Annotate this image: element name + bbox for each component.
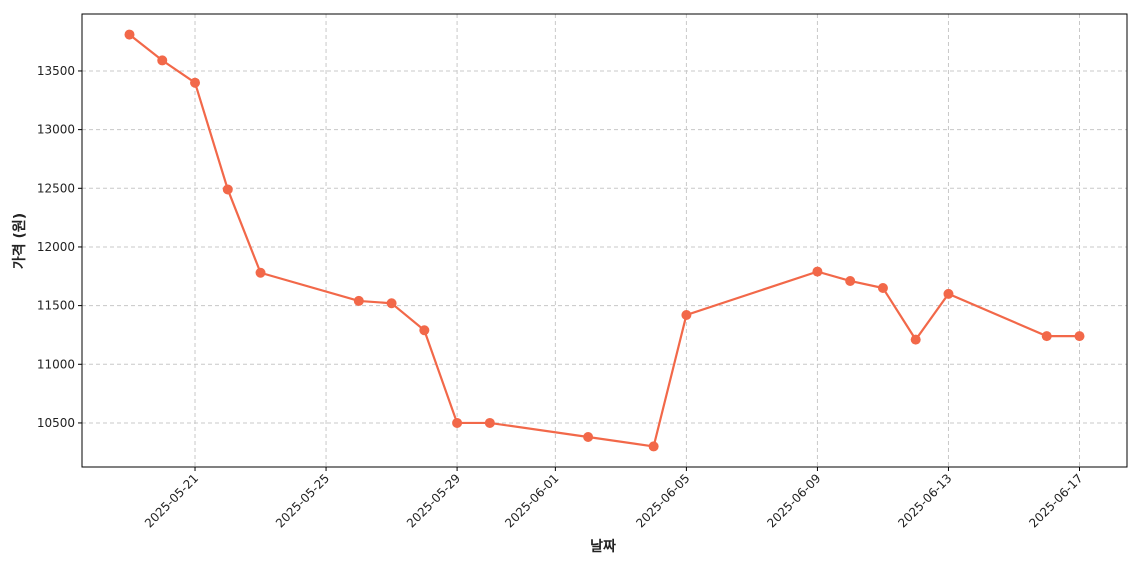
data-point (386, 298, 397, 309)
data-line (128, 33, 1080, 448)
data-point (157, 55, 168, 66)
x-tick-label: 2025-06-17 (1026, 471, 1085, 530)
x-tick-label: 2025-06-05 (633, 471, 692, 530)
data-point (452, 417, 463, 428)
data-point (124, 29, 135, 40)
data-point (222, 184, 233, 195)
data-point (877, 283, 888, 294)
data-point (484, 417, 495, 428)
data-point (190, 77, 201, 88)
data-point (583, 432, 594, 443)
plot-frame (81, 13, 1128, 468)
data-point (1074, 331, 1085, 342)
data-point (353, 295, 364, 306)
x-tick-label: 2025-06-01 (502, 471, 561, 530)
data-point (943, 288, 954, 299)
data-point (845, 275, 856, 286)
x-tick-label: 2025-05-29 (404, 471, 463, 530)
data-point (255, 267, 266, 278)
y-tick-label: 12000 (37, 240, 75, 254)
y-tick-label: 12500 (37, 181, 75, 195)
x-tick-label: 2025-06-09 (764, 471, 823, 530)
x-tick-label: 2025-05-21 (142, 471, 201, 530)
y-tick-label: 11000 (37, 357, 75, 371)
data-point (812, 266, 823, 277)
data-point (648, 441, 659, 452)
y-axis-label: 가격 (원) (11, 213, 28, 269)
y-tick-label: 13000 (37, 123, 75, 137)
data-point (419, 325, 430, 336)
y-tick-label: 13500 (37, 64, 75, 78)
data-point (1041, 331, 1052, 342)
x-axis-label: 날짜 (590, 539, 616, 555)
data-point (910, 334, 921, 345)
y-tick-label: 10500 (37, 416, 75, 430)
x-tick-label: 2025-05-25 (273, 471, 332, 530)
data-point (681, 310, 692, 321)
x-tick-label: 2025-06-13 (895, 471, 954, 530)
y-tick-label: 11500 (37, 299, 75, 313)
